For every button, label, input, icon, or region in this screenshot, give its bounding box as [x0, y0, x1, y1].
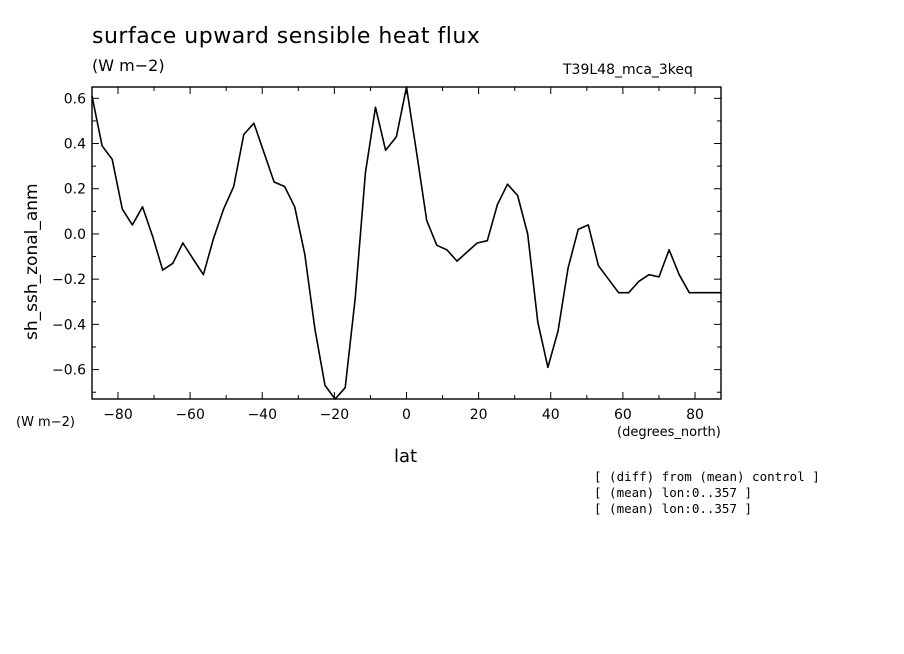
x-tick-label: 20: [470, 407, 488, 423]
note-mean-lon: [ (mean) lon:0..357 ]: [594, 485, 753, 500]
data-point: [314, 328, 316, 330]
data-point: [527, 233, 529, 235]
x-tick-label: 60: [614, 407, 632, 423]
x-axis-label: lat: [394, 446, 418, 467]
y-tick-label: 0.0: [64, 227, 86, 243]
data-point: [720, 292, 722, 294]
y-tick-label: −0.4: [52, 317, 86, 333]
x-tick-label: 80: [686, 407, 704, 423]
data-point: [678, 274, 680, 276]
note-mean-lon: [ (mean) lon:0..357 ]: [594, 501, 753, 516]
data-point: [617, 292, 620, 294]
x-tick-label: −20: [320, 407, 350, 423]
data-point: [374, 106, 377, 108]
data-point: [182, 242, 184, 244]
plot-frame: [91, 86, 722, 400]
data-point: [304, 253, 306, 255]
data-point: [547, 366, 549, 368]
data-point: [395, 136, 398, 138]
data-point: [283, 185, 286, 188]
data-point: [233, 185, 235, 188]
data-point: [121, 208, 123, 210]
x-tick-label: 0: [402, 407, 411, 423]
data-point: [364, 172, 366, 174]
x-tick-label: −80: [103, 407, 133, 423]
data-point: [466, 251, 468, 253]
data-point: [294, 206, 296, 208]
data-point: [688, 292, 690, 294]
data-point: [698, 292, 700, 294]
x-tick-label: −40: [247, 407, 277, 423]
data-point: [334, 398, 336, 400]
data-point: [405, 86, 408, 88]
y-tick-label: −0.6: [52, 363, 86, 379]
data-point: [253, 122, 255, 124]
data-point: [486, 240, 488, 242]
data-point: [415, 151, 418, 154]
data-point: [91, 95, 93, 97]
chart-units: (W m−2): [92, 56, 165, 75]
data-point: [446, 249, 448, 251]
data-point: [243, 133, 245, 136]
y-tick-label: 0.2: [64, 182, 86, 198]
data-point: [456, 260, 458, 262]
data-point: [516, 194, 519, 197]
data-point: [638, 280, 640, 283]
x-units-label: (degrees_north): [617, 425, 721, 440]
data-point: [151, 235, 154, 237]
data-point: [101, 145, 103, 147]
data-point: [557, 330, 559, 332]
series-line: [91, 86, 721, 400]
data-point: [567, 267, 569, 269]
data-point: [344, 387, 346, 389]
data-point: [111, 158, 113, 160]
x-tick-label: −60: [175, 407, 205, 423]
data-point: [506, 183, 509, 185]
x-tick-label: 40: [542, 407, 560, 423]
data-point: [648, 274, 650, 276]
data-point: [212, 237, 215, 240]
data-point: [273, 181, 275, 183]
data-point: [577, 228, 579, 231]
run-id-label: T39L48_mca_3keq: [563, 62, 693, 78]
note-diff: [ (diff) from (mean) control ]: [594, 469, 820, 484]
data-point: [324, 384, 326, 387]
y-units-label: (W m−2): [16, 415, 75, 430]
data-point: [192, 258, 194, 260]
y-tick-label: 0.4: [64, 137, 86, 153]
data-point: [141, 206, 144, 208]
data-point: [426, 219, 428, 221]
data-point: [162, 269, 164, 271]
chart-title: surface upward sensible heat flux: [92, 24, 481, 49]
data-point: [587, 224, 589, 226]
data-point: [436, 244, 438, 246]
y-tick-label: 0.6: [64, 91, 86, 107]
data-point: [202, 274, 205, 276]
data-point: [597, 265, 599, 267]
data-point: [354, 296, 356, 298]
data-point: [668, 249, 670, 251]
data-point: [628, 292, 630, 294]
data-point: [131, 224, 133, 226]
data-point: [496, 203, 498, 206]
data-point: [658, 276, 660, 278]
data-point: [384, 149, 387, 151]
data-point: [263, 151, 265, 154]
y-tick-label: −0.2: [52, 272, 86, 288]
data-point: [607, 278, 610, 280]
data-point: [537, 321, 539, 323]
data-point: [476, 242, 478, 244]
data-point: [172, 262, 174, 264]
data-point: [223, 208, 225, 210]
data-point: [708, 292, 711, 294]
